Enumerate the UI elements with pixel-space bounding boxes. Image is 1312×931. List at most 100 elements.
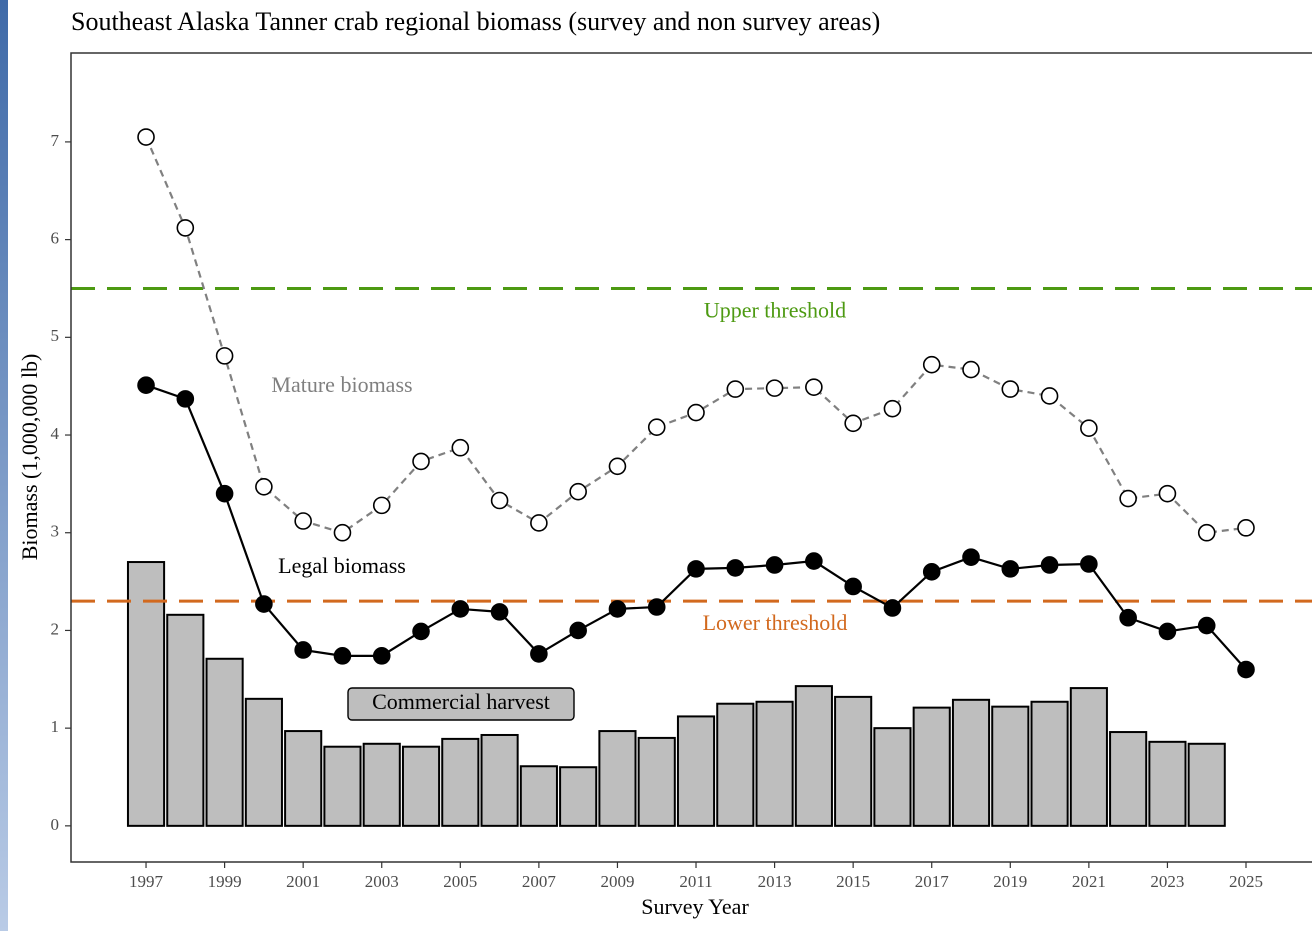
point bbox=[569, 621, 587, 640]
bar bbox=[441, 737, 480, 827]
x-tick-label: 2005 bbox=[443, 872, 477, 891]
point bbox=[333, 647, 352, 665]
point bbox=[1080, 555, 1098, 573]
bar bbox=[716, 702, 755, 827]
point bbox=[647, 418, 666, 437]
bar bbox=[951, 698, 991, 827]
point bbox=[333, 523, 352, 542]
x-tick-label: 2007 bbox=[522, 872, 557, 891]
line bbox=[145, 136, 1247, 534]
y-tick-label: 7 bbox=[51, 131, 60, 150]
point bbox=[765, 379, 784, 397]
bar bbox=[244, 697, 283, 827]
point bbox=[1197, 616, 1216, 635]
point bbox=[647, 598, 666, 616]
threshold-label: Upper threshold bbox=[704, 298, 846, 323]
point bbox=[255, 478, 273, 496]
point bbox=[412, 622, 430, 641]
point bbox=[490, 491, 509, 510]
x-tick-label: 2015 bbox=[836, 872, 870, 891]
x-tick-label: 1999 bbox=[208, 872, 242, 891]
point bbox=[569, 482, 587, 501]
bar bbox=[205, 657, 244, 827]
x-tick-label: 2013 bbox=[758, 872, 792, 891]
point bbox=[883, 599, 902, 617]
series-label: Legal biomass bbox=[278, 553, 406, 578]
point bbox=[1001, 380, 1020, 398]
bar bbox=[559, 766, 598, 827]
point bbox=[1158, 484, 1177, 503]
point bbox=[1158, 622, 1177, 641]
point bbox=[294, 641, 312, 659]
point bbox=[137, 376, 155, 394]
x-tick-label: 2017 bbox=[915, 872, 950, 891]
bar bbox=[1030, 700, 1069, 827]
point bbox=[922, 563, 941, 581]
threshold-label: Lower threshold bbox=[703, 610, 848, 635]
point bbox=[608, 600, 627, 618]
bar bbox=[1109, 731, 1148, 827]
bar bbox=[873, 727, 912, 827]
bar bbox=[284, 730, 323, 827]
bar bbox=[323, 745, 362, 827]
x-tick-label: 2021 bbox=[1072, 872, 1106, 891]
side-strip bbox=[0, 0, 8, 931]
bar bbox=[676, 715, 716, 827]
point bbox=[962, 360, 980, 379]
point bbox=[1080, 419, 1098, 437]
y-tick-label: 2 bbox=[51, 619, 60, 638]
series-label: Mature biomass bbox=[271, 372, 412, 397]
point bbox=[294, 512, 312, 530]
point bbox=[255, 595, 273, 613]
bar bbox=[519, 765, 558, 827]
bar bbox=[794, 685, 833, 827]
bar bbox=[1187, 742, 1226, 827]
chart-title: Southeast Alaska Tanner crab regional bi… bbox=[71, 7, 880, 36]
point bbox=[176, 390, 195, 408]
point bbox=[883, 399, 902, 418]
point bbox=[726, 559, 745, 577]
bar bbox=[834, 695, 873, 827]
x-axis-label: Survey Year bbox=[641, 894, 749, 919]
point bbox=[805, 552, 823, 570]
bar bbox=[401, 745, 441, 827]
point bbox=[1237, 519, 1255, 537]
point bbox=[608, 457, 627, 476]
point bbox=[137, 128, 155, 146]
point bbox=[687, 403, 705, 422]
bar bbox=[362, 742, 401, 827]
point bbox=[922, 355, 941, 374]
point bbox=[765, 556, 784, 574]
point bbox=[451, 438, 470, 457]
y-tick-label: 1 bbox=[51, 717, 60, 736]
y-tick-label: 5 bbox=[51, 326, 60, 345]
series-label: Commercial harvest bbox=[372, 689, 550, 714]
point bbox=[1040, 556, 1059, 574]
bar bbox=[1148, 740, 1187, 827]
x-tick-label: 2025 bbox=[1229, 872, 1263, 891]
point bbox=[1119, 608, 1137, 627]
y-tick-label: 6 bbox=[51, 229, 60, 248]
y-tick-label: 0 bbox=[51, 815, 60, 834]
y-tick-label: 3 bbox=[51, 522, 60, 541]
x-tick-label: 2001 bbox=[286, 872, 320, 891]
point bbox=[844, 577, 862, 596]
point bbox=[530, 514, 548, 532]
bar bbox=[166, 613, 205, 827]
bar bbox=[637, 736, 676, 827]
point bbox=[372, 496, 391, 515]
panel-border bbox=[70, 52, 1312, 863]
bar bbox=[480, 733, 519, 827]
point bbox=[1001, 560, 1020, 578]
point bbox=[1237, 660, 1255, 679]
x-tick-label: 2009 bbox=[600, 872, 634, 891]
bar bbox=[912, 706, 951, 827]
x-tick-label: 2023 bbox=[1150, 872, 1184, 891]
point bbox=[1040, 387, 1059, 405]
bar bbox=[598, 730, 637, 827]
point bbox=[215, 347, 234, 365]
bar bbox=[1069, 687, 1108, 827]
point bbox=[1119, 489, 1137, 508]
point bbox=[687, 560, 705, 578]
